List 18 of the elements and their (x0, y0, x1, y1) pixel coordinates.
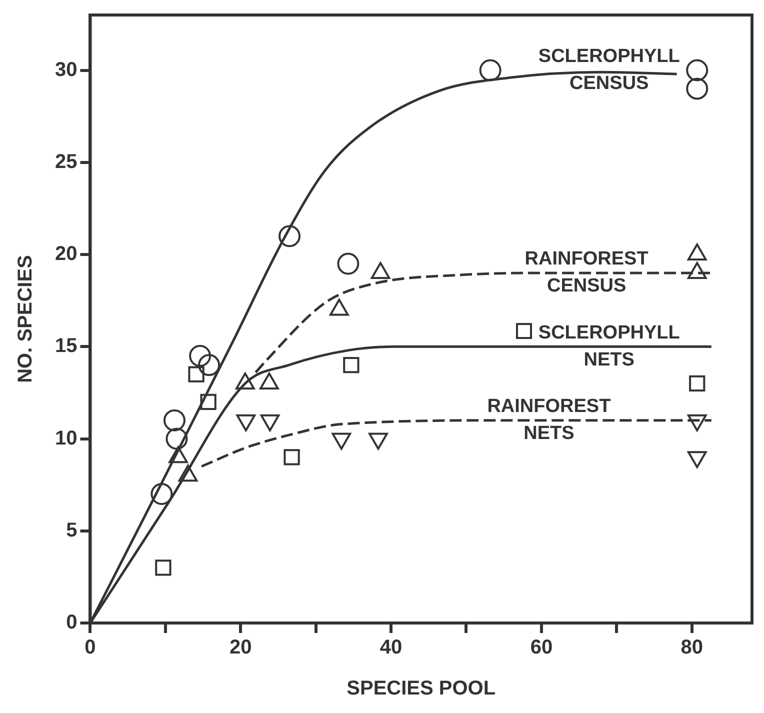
annotation: SCLEROPHYLL CENSUS (538, 46, 680, 94)
y-tick-label: 25 (54, 150, 78, 173)
x-tick-label: 0 (84, 636, 96, 659)
x-tick-label: 40 (380, 636, 402, 659)
annotation: SCLEROPHYLL NETS (538, 322, 680, 370)
x-tick-label: 60 (530, 636, 553, 659)
annotation: RAINFOREST CENSUS (524, 248, 649, 297)
y-tick-label: 15 (54, 335, 78, 358)
annotation: RAINFOREST NETS (487, 396, 612, 444)
y-tick-label: 0 (66, 612, 78, 634)
y-tick-label: 10 (54, 427, 78, 450)
y-tick-label: 30 (54, 58, 78, 81)
y-axis-title: NO. SPECIES (14, 255, 37, 383)
x-tick-label: 20 (230, 636, 252, 659)
y-tick-label: 5 (66, 519, 78, 542)
x-axis-title: SPECIES POOL (346, 678, 496, 700)
x-tick-label: 80 (680, 636, 703, 659)
y-tick-label: 20 (54, 243, 78, 266)
